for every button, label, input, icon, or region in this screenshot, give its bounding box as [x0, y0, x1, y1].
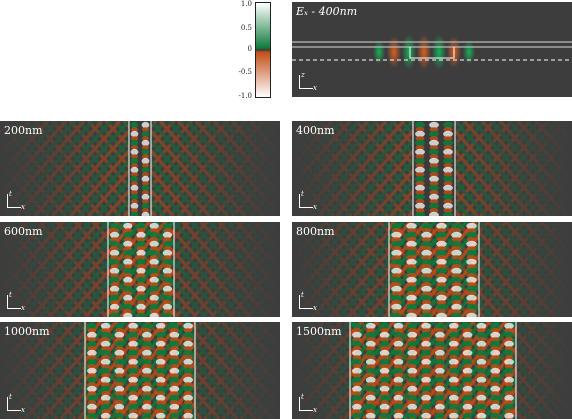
axes-indicator: z x — [295, 71, 321, 95]
wave-svg — [0, 222, 280, 317]
colorbar-tick-3: 0 — [247, 45, 252, 53]
panel-label: 400nm — [296, 124, 335, 137]
axis-x-label: x — [21, 304, 25, 312]
panel-label: 1500nm — [296, 325, 342, 338]
colorbar-tick-1: 1.0 — [240, 0, 252, 8]
colorbar-tick-5: -1.0 — [238, 92, 253, 100]
axis-t-label: t — [9, 393, 12, 401]
wave-svg — [0, 121, 280, 216]
axis-z-label: z — [301, 71, 305, 79]
panel-label: 600nm — [4, 225, 43, 238]
geometry-svg — [292, 34, 572, 70]
wave-svg — [292, 121, 572, 216]
geometry-panel: Eₓ - 400nm z x — [292, 2, 572, 97]
panel-label: 800nm — [296, 225, 335, 238]
axis-x-label: x — [313, 203, 317, 211]
axis-x-label: x — [21, 406, 25, 414]
panel-label: 200nm — [4, 124, 43, 137]
axis-t-label: t — [301, 393, 304, 401]
colorbar-tick-4: -0.5 — [238, 68, 253, 76]
mode-profile — [373, 34, 475, 70]
wave-svg — [292, 322, 572, 419]
axis-x-label: x — [313, 406, 317, 414]
axis-x-label: x — [21, 203, 25, 211]
wave-svg — [292, 222, 572, 317]
colorbar — [255, 2, 271, 98]
axis-t-label: t — [301, 291, 304, 299]
axis-x-label: x — [313, 84, 317, 92]
geometry-panel-label: Eₓ - 400nm — [296, 5, 358, 18]
axis-t-label: t — [9, 291, 12, 299]
panel-label: 1000nm — [4, 325, 50, 338]
axis-t-label: t — [301, 190, 304, 198]
wave-svg — [0, 322, 280, 419]
axis-t-label: t — [9, 190, 12, 198]
colorbar-tick-2: 0.5 — [240, 24, 252, 32]
axis-x-label: x — [313, 304, 317, 312]
